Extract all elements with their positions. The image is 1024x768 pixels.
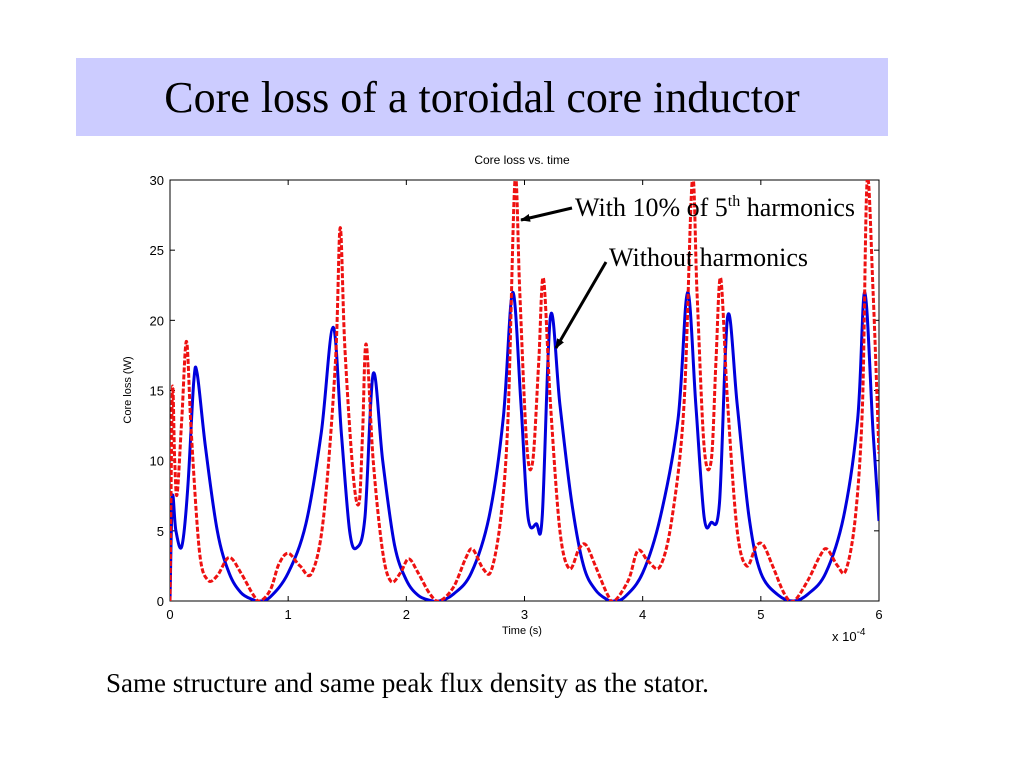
y-axis-label: Core loss (W) bbox=[122, 356, 134, 423]
plot-frame bbox=[169, 179, 880, 602]
x-multiplier-base: x 10 bbox=[832, 629, 857, 644]
harmonics-annotation-superscript: th bbox=[728, 193, 740, 210]
x-tick-label: 3 bbox=[521, 607, 528, 622]
harmonics-annotation-tail: harmonics bbox=[740, 193, 855, 222]
title-banner: Core loss of a toroidal core inductor bbox=[76, 58, 888, 136]
x-tick-label: 4 bbox=[639, 607, 646, 622]
x-axis: 0 1 2 3 4 5 6 bbox=[166, 180, 883, 622]
y-tick-label: 30 bbox=[150, 173, 164, 188]
series-line-with-harmonics bbox=[170, 180, 879, 601]
x-multiplier: x 10-4 bbox=[832, 627, 866, 644]
y-tick-label: 20 bbox=[150, 313, 164, 328]
without-harmonics-arrow bbox=[554, 261, 608, 349]
x-tick-label: 5 bbox=[757, 607, 764, 622]
x-multiplier-exponent: -4 bbox=[857, 627, 866, 638]
y-tick-label: 25 bbox=[150, 243, 164, 258]
y-tick-label: 15 bbox=[150, 384, 164, 399]
x-axis-label: Time (s) bbox=[502, 625, 542, 637]
slide-caption: Same structure and same peak flux densit… bbox=[106, 668, 709, 698]
slide-title: Core loss of a toroidal core inductor bbox=[164, 72, 800, 122]
y-axis: 0 5 10 15 20 25 30 bbox=[150, 173, 879, 609]
without-harmonics-annotation: Without harmonics bbox=[609, 243, 808, 272]
harmonics-annotation: With 10% of 5th harmonics bbox=[575, 193, 855, 222]
plot-series bbox=[170, 180, 879, 601]
y-tick-label: 0 bbox=[157, 594, 164, 609]
harmonics-arrow bbox=[520, 206, 573, 222]
y-tick-label: 5 bbox=[157, 524, 164, 539]
x-tick-label: 2 bbox=[403, 607, 410, 622]
x-tick-label: 0 bbox=[166, 607, 173, 622]
harmonics-annotation-main: With 10% of 5 bbox=[575, 193, 728, 222]
series-line-without-harmonics bbox=[170, 290, 879, 601]
chart-title: Core loss vs. time bbox=[474, 153, 570, 167]
x-tick-label: 1 bbox=[285, 607, 292, 622]
x-tick-label: 6 bbox=[875, 607, 882, 622]
y-tick-label: 10 bbox=[150, 454, 164, 469]
